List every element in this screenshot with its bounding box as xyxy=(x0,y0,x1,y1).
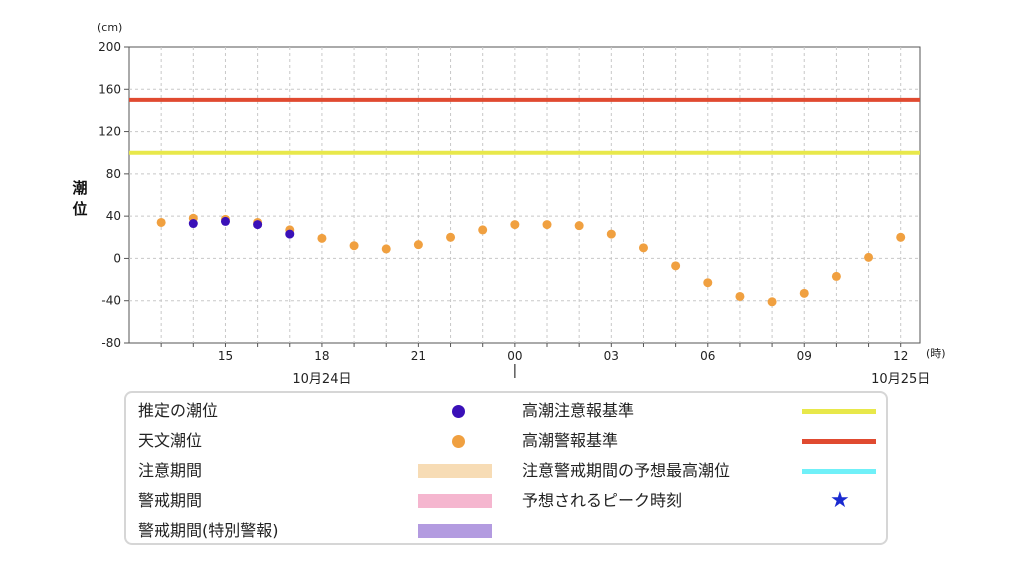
legend-advisory-criterion-line xyxy=(802,409,876,414)
x-tick-label: 21 xyxy=(411,349,426,363)
legend-label-astronomical-tide: 天文潮位 xyxy=(138,431,203,450)
astronomical-tide-point xyxy=(156,217,166,227)
astronomical-tide-point xyxy=(767,297,777,307)
astronomical-tide-point xyxy=(799,288,809,298)
y-tick-label: 40 xyxy=(106,209,121,223)
date-label: 10月24日 xyxy=(292,372,351,387)
estimated-tide-point xyxy=(188,219,198,229)
legend-warning-criterion-line xyxy=(802,439,876,444)
y-tick-label: 200 xyxy=(98,40,121,54)
plot-area xyxy=(128,46,921,344)
astronomical-tide-point xyxy=(542,220,552,230)
legend-estimated-tide-dot-icon xyxy=(452,405,465,418)
y-tick-label: 0 xyxy=(113,251,121,265)
x-tick-label: 12 xyxy=(893,349,908,363)
legend-label-warning-criterion: 高潮警報基準 xyxy=(522,431,619,450)
legend-label-caution-period: 注意期間 xyxy=(138,461,203,480)
x-tick-label: 00 xyxy=(507,349,522,363)
astronomical-tide-point xyxy=(574,221,584,231)
y-axis-label-char: 潮 xyxy=(72,179,87,197)
astronomical-tide-point xyxy=(831,271,841,281)
x-tick-label: 06 xyxy=(700,349,715,363)
x-tick-label: 15 xyxy=(218,349,233,363)
astronomical-tide-point xyxy=(735,291,745,301)
astronomical-tide-point xyxy=(478,225,488,235)
astronomical-tide-point xyxy=(381,244,391,254)
legend-label-special-warning-period: 警戒期間(特別警報) xyxy=(138,521,279,540)
astronomical-tide-point xyxy=(510,220,520,230)
x-tick-label: 03 xyxy=(604,349,619,363)
y-tick-label: 80 xyxy=(106,167,121,181)
astronomical-tide-point xyxy=(413,240,423,250)
legend-astronomical-tide-dot-icon xyxy=(452,435,465,448)
legend-special-warning-period-swatch xyxy=(418,524,492,538)
estimated-tide-point xyxy=(253,220,263,230)
peak-time-star-icon: ★ xyxy=(830,488,850,513)
legend-caution-period-swatch xyxy=(418,464,492,478)
date-label: 10月25日 xyxy=(871,372,930,387)
legend-max-forecast-tide-line xyxy=(802,469,876,474)
astronomical-tide-point xyxy=(864,252,874,262)
estimated-tide-point xyxy=(285,229,295,239)
legend-label-warning-period: 警戒期間 xyxy=(138,491,203,510)
astronomical-tide-point xyxy=(446,232,456,242)
legend-label-max-forecast-tide: 注意警戒期間の予想最高潮位 xyxy=(522,461,731,480)
x-unit-label: (時) xyxy=(926,347,946,360)
y-tick-label: -40 xyxy=(101,294,121,308)
legend-label-peak-time: 予想されるピーク時刻 xyxy=(522,491,683,510)
y-tick-label: 160 xyxy=(98,82,121,96)
y-axis-label-char: 位 xyxy=(72,200,87,218)
x-tick-label: 09 xyxy=(797,349,812,363)
y-unit-label: (cm) xyxy=(97,21,122,34)
astronomical-tide-point xyxy=(317,233,327,243)
astronomical-tide-point xyxy=(896,232,906,242)
estimated-tide-point xyxy=(220,216,230,226)
astronomical-tide-point xyxy=(638,243,648,253)
tide-chart: -80 -40 0 40 80 120 160 200 15 18 21 00 03 06 09 12 10月2… xyxy=(72,21,946,387)
legend-label-estimated-tide: 推定の潮位 xyxy=(138,401,219,420)
y-tick-label: -80 xyxy=(101,336,121,350)
astronomical-tide-point xyxy=(606,229,616,239)
legend: 推定の潮位 天文潮位 注意期間 警戒期間 警戒期間(特別警報) 高潮注意報基準 … xyxy=(124,391,888,545)
legend-warning-period-swatch xyxy=(418,494,492,508)
astronomical-tide-point xyxy=(349,241,359,251)
y-tick-label: 120 xyxy=(98,125,121,139)
legend-label-advisory-criterion: 高潮注意報基準 xyxy=(522,401,635,420)
astronomical-tide-point xyxy=(703,278,713,288)
x-tick-label: 18 xyxy=(314,349,329,363)
astronomical-tide-point xyxy=(671,261,681,271)
